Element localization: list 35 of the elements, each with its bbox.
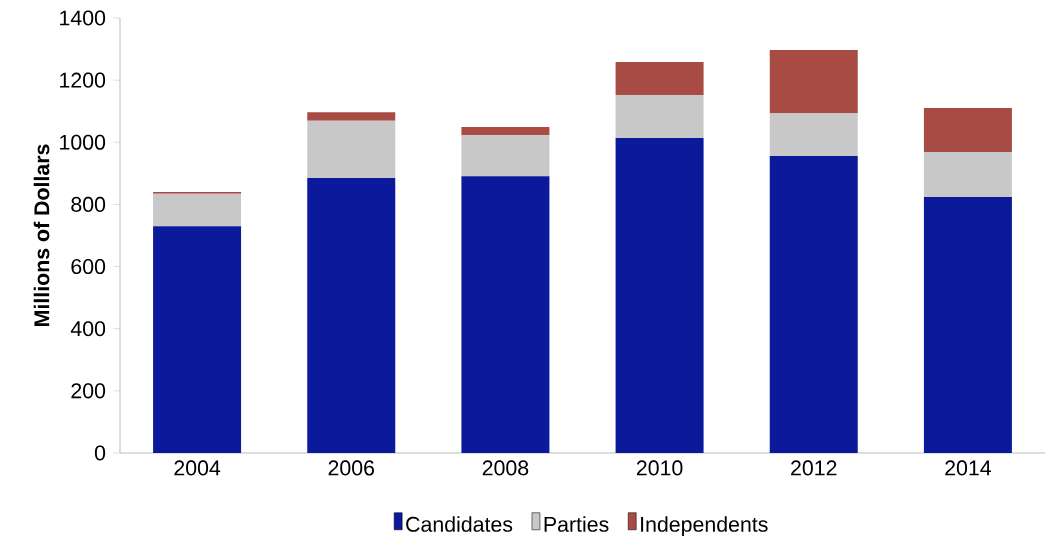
- bar: [153, 226, 242, 453]
- y-axis-title: Millions of Dollars: [33, 144, 50, 326]
- x-tick-label: 2006: [328, 460, 375, 476]
- bar: [615, 95, 704, 138]
- bar: [769, 113, 858, 156]
- bar: [615, 62, 704, 96]
- bar: [769, 49, 858, 114]
- bar: [307, 112, 396, 121]
- y-tick-label: 200: [71, 383, 106, 399]
- legend-label: Parties: [544, 516, 609, 532]
- y-tick-label: 800: [71, 196, 106, 212]
- x-tick-label: 2008: [482, 460, 529, 476]
- legend-label: Candidates: [406, 516, 513, 532]
- y-tick-label: 600: [71, 259, 106, 275]
- bar: [307, 178, 396, 453]
- bar: [461, 176, 550, 453]
- y-tick-label: 1000: [60, 134, 106, 150]
- bar: [923, 196, 1012, 453]
- bar: [307, 120, 396, 179]
- bar: [153, 193, 242, 227]
- x-tick-label: 2014: [945, 460, 991, 476]
- x-tick-label: 2004: [174, 460, 221, 476]
- x-tick-label: 2010: [636, 460, 683, 476]
- legend-label: Independents: [641, 516, 768, 537]
- y-tick-label: 1400: [60, 10, 106, 26]
- y-tick-label: 1200: [60, 72, 106, 88]
- bar: [769, 155, 858, 453]
- y-tick-label: 400: [70, 321, 106, 337]
- bar: [923, 151, 1012, 197]
- bar: [923, 108, 1012, 152]
- x-tick-label: 2012: [791, 460, 837, 476]
- bar: [461, 127, 550, 136]
- y-tick-label: 0: [94, 445, 106, 461]
- bar: [615, 137, 704, 453]
- bar: [461, 135, 550, 177]
